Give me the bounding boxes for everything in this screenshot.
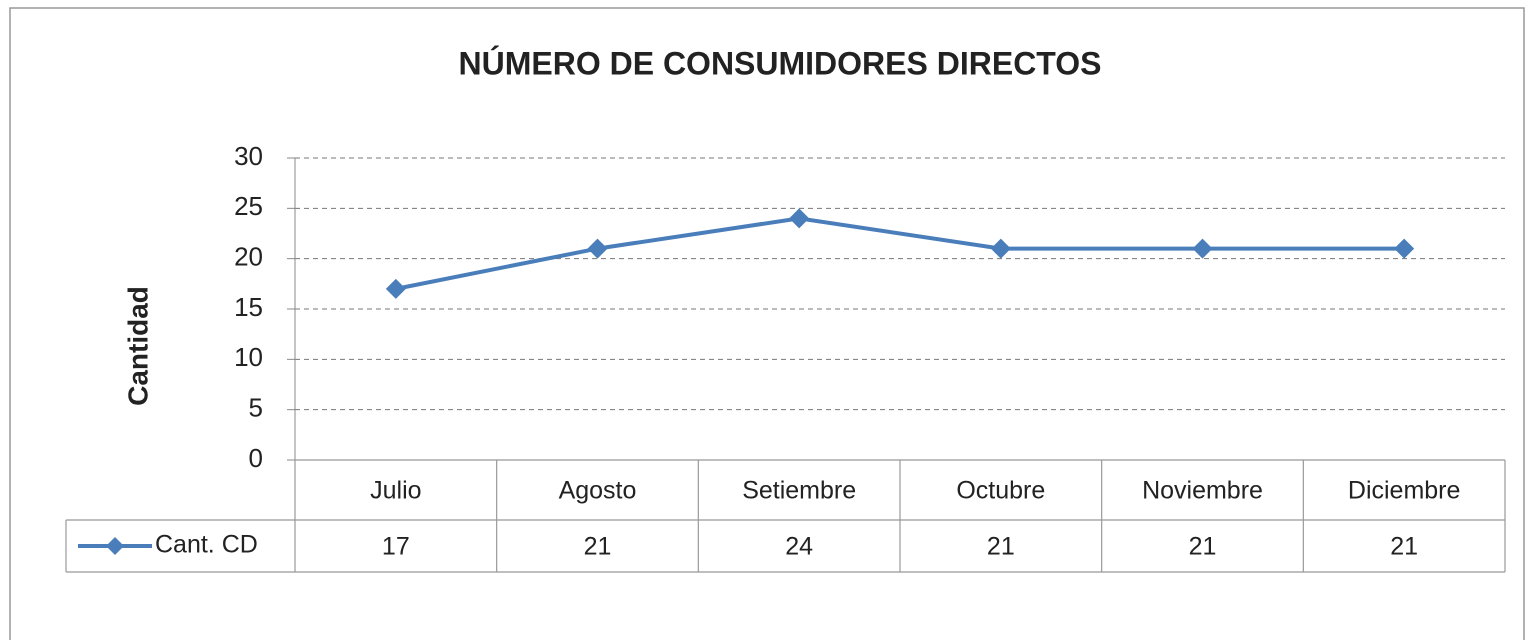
series-line xyxy=(395,216,1405,291)
y-tick-label: 25 xyxy=(234,191,263,221)
y-tick-label: 30 xyxy=(234,141,263,171)
legend-label: Cant. CD xyxy=(155,531,258,559)
table-value: 21 xyxy=(1390,533,1418,561)
x-tick-label: Setiembre xyxy=(742,477,856,505)
y-axis-label: Cantidad xyxy=(122,286,153,406)
y-tick-label: 0 xyxy=(249,443,263,473)
y-tick-label: 15 xyxy=(234,292,263,322)
table-value: 21 xyxy=(987,533,1015,561)
point-marker xyxy=(587,238,608,259)
x-tick-label: Octubre xyxy=(956,477,1045,505)
point-marker xyxy=(789,208,810,229)
point-marker xyxy=(990,238,1011,259)
table-value: 21 xyxy=(584,533,612,561)
chart-border xyxy=(9,7,1525,640)
point-marker xyxy=(385,278,406,299)
chart-title: NÚMERO DE CONSUMIDORES DIRECTOS xyxy=(458,45,1101,81)
y-tick-label: 10 xyxy=(234,342,263,372)
y-tick-label: 20 xyxy=(234,242,263,272)
table-value: 21 xyxy=(1189,533,1217,561)
table-value: 24 xyxy=(785,533,813,561)
point-marker xyxy=(1394,238,1415,259)
x-tick-label: Diciembre xyxy=(1348,477,1461,505)
x-tick-label: Noviembre xyxy=(1142,477,1263,505)
x-tick-label: Julio xyxy=(370,477,421,505)
x-tick-label: Agosto xyxy=(559,477,637,505)
table-value: 17 xyxy=(382,533,410,561)
legend-marker xyxy=(106,537,124,555)
point-marker xyxy=(1192,238,1213,259)
y-tick-label: 5 xyxy=(249,393,263,423)
